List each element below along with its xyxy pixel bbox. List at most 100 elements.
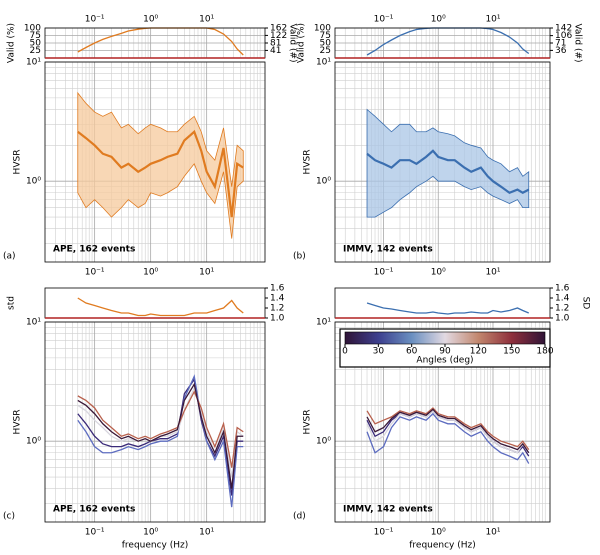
panel-tag: (d) xyxy=(293,512,306,522)
y-tick-label: 25 xyxy=(30,46,41,56)
series-line xyxy=(77,382,244,489)
plot-frame xyxy=(44,287,266,319)
x-tick-label: 10⁰ xyxy=(431,15,446,25)
y-tick-label: 1.6 xyxy=(555,284,570,294)
colorbar-tick-label: 30 xyxy=(373,347,385,357)
band xyxy=(77,91,244,239)
x-tick-label: 10¹ xyxy=(199,268,214,278)
series-line xyxy=(366,27,530,56)
y-tick-label: 10⁰ xyxy=(26,437,41,447)
colorbar-tick-label: 60 xyxy=(406,347,418,357)
y2-tick-label: 41 xyxy=(270,46,281,56)
x-tick-label: 10⁻¹ xyxy=(374,15,394,25)
series-line xyxy=(366,412,530,464)
y-tick-label: 10⁰ xyxy=(316,177,331,187)
series-line xyxy=(366,302,530,315)
y-tick-label: 1.6 xyxy=(270,284,285,294)
colorbar-tick-label: 90 xyxy=(439,347,451,357)
y-axis-label: HVSR xyxy=(13,410,23,435)
annotation: APE, 162 events xyxy=(53,245,135,255)
x-tick-label: 10⁻¹ xyxy=(85,268,105,278)
band xyxy=(366,108,530,218)
y2-tick-label: 71 xyxy=(555,39,566,49)
x-tick-label: 10⁻¹ xyxy=(85,528,105,538)
plot-frame xyxy=(44,61,266,263)
y-tick-label: 10¹ xyxy=(26,58,41,68)
x-tick-label: 10⁻¹ xyxy=(85,15,105,25)
panel-tag: (a) xyxy=(3,252,16,262)
series-line xyxy=(77,297,244,317)
colorbar xyxy=(344,331,546,345)
x-axis-label: frequency (Hz) xyxy=(122,541,189,551)
series-line xyxy=(366,407,530,450)
series-line xyxy=(366,409,530,454)
x-tick-label: 10⁰ xyxy=(143,15,158,25)
series-line xyxy=(77,390,244,468)
annotation: IMMV, 142 events xyxy=(343,505,433,515)
x-tick-label: 10¹ xyxy=(485,15,500,25)
plot-frame xyxy=(334,321,551,523)
y-tick-label: 100 xyxy=(24,24,41,34)
x-tick-label: 10¹ xyxy=(199,528,214,538)
plot-frame xyxy=(44,321,266,523)
y2-tick-label: 122 xyxy=(270,31,287,41)
y-tick-label: 1.2 xyxy=(555,304,569,314)
x-tick-label: 10⁰ xyxy=(143,268,158,278)
x-tick-label: 10¹ xyxy=(485,268,500,278)
y-tick-label: 1.0 xyxy=(270,314,285,324)
y-axis-label: HVSR xyxy=(303,410,313,435)
y-tick-label: 75 xyxy=(320,31,331,41)
series-line xyxy=(77,386,244,478)
x-tick-label: 10⁰ xyxy=(431,528,446,538)
x-tick-label: 10⁻¹ xyxy=(374,528,394,538)
y-tick-label: 10⁰ xyxy=(316,437,331,447)
colorbar-tick-label: 0 xyxy=(342,347,348,357)
series-line xyxy=(77,377,244,496)
y-axis-label: HVSR xyxy=(303,150,313,175)
y2-tick-label: 36 xyxy=(555,46,567,56)
y-axis-label: std xyxy=(7,296,17,310)
annotation: APE, 162 events xyxy=(53,505,135,515)
y-tick-label: 1.4 xyxy=(270,294,285,304)
x-axis-label: frequency (Hz) xyxy=(409,541,476,551)
plot-frame xyxy=(334,61,551,263)
x-tick-label: 10¹ xyxy=(199,15,214,25)
colorbar-tick-label: 150 xyxy=(503,347,520,357)
x-tick-label: 10⁰ xyxy=(431,268,446,278)
y-tick-label: 1.2 xyxy=(270,304,284,314)
colorbar-tick-label: 180 xyxy=(536,347,553,357)
y-tick-label: 1.4 xyxy=(555,294,570,304)
x-tick-label: 10¹ xyxy=(485,528,500,538)
y2-tick-label: 81 xyxy=(270,39,281,49)
y-tick-label: 50 xyxy=(30,39,42,49)
x-tick-label: 10⁰ xyxy=(143,528,158,538)
annotation: IMMV, 142 events xyxy=(343,245,433,255)
y-axis-label: Valid (%) xyxy=(7,23,17,63)
y2-tick-label: 162 xyxy=(270,24,287,34)
y2-tick-label: 142 xyxy=(555,24,572,34)
x-tick-label: 10⁻¹ xyxy=(374,268,394,278)
y-axis-label: HVSR xyxy=(13,150,23,175)
y2-axis-label: Valid (#) xyxy=(573,23,583,62)
y-tick-label: 100 xyxy=(314,24,331,34)
y-tick-label: 50 xyxy=(320,39,332,49)
y2-tick-label: 106 xyxy=(555,31,572,41)
series-line xyxy=(366,408,530,454)
y-axis-label: Valid (%) xyxy=(297,23,307,63)
y-tick-label: 10¹ xyxy=(316,58,331,68)
y-tick-label: 1.0 xyxy=(555,314,570,324)
y-tick-label: 10¹ xyxy=(26,318,41,328)
panel-tag: (b) xyxy=(293,252,306,262)
series-line xyxy=(77,374,244,508)
panel-tag: (c) xyxy=(3,512,15,522)
y2-axis-label: SD xyxy=(581,297,591,310)
y2-axis-label: Valid (#) xyxy=(288,23,298,62)
y-tick-label: 25 xyxy=(320,46,331,56)
series-line xyxy=(77,129,244,218)
y-tick-label: 10¹ xyxy=(316,318,331,328)
series-line xyxy=(77,27,244,56)
colorbar-tick-label: 120 xyxy=(470,347,487,357)
y-tick-label: 75 xyxy=(30,31,41,41)
